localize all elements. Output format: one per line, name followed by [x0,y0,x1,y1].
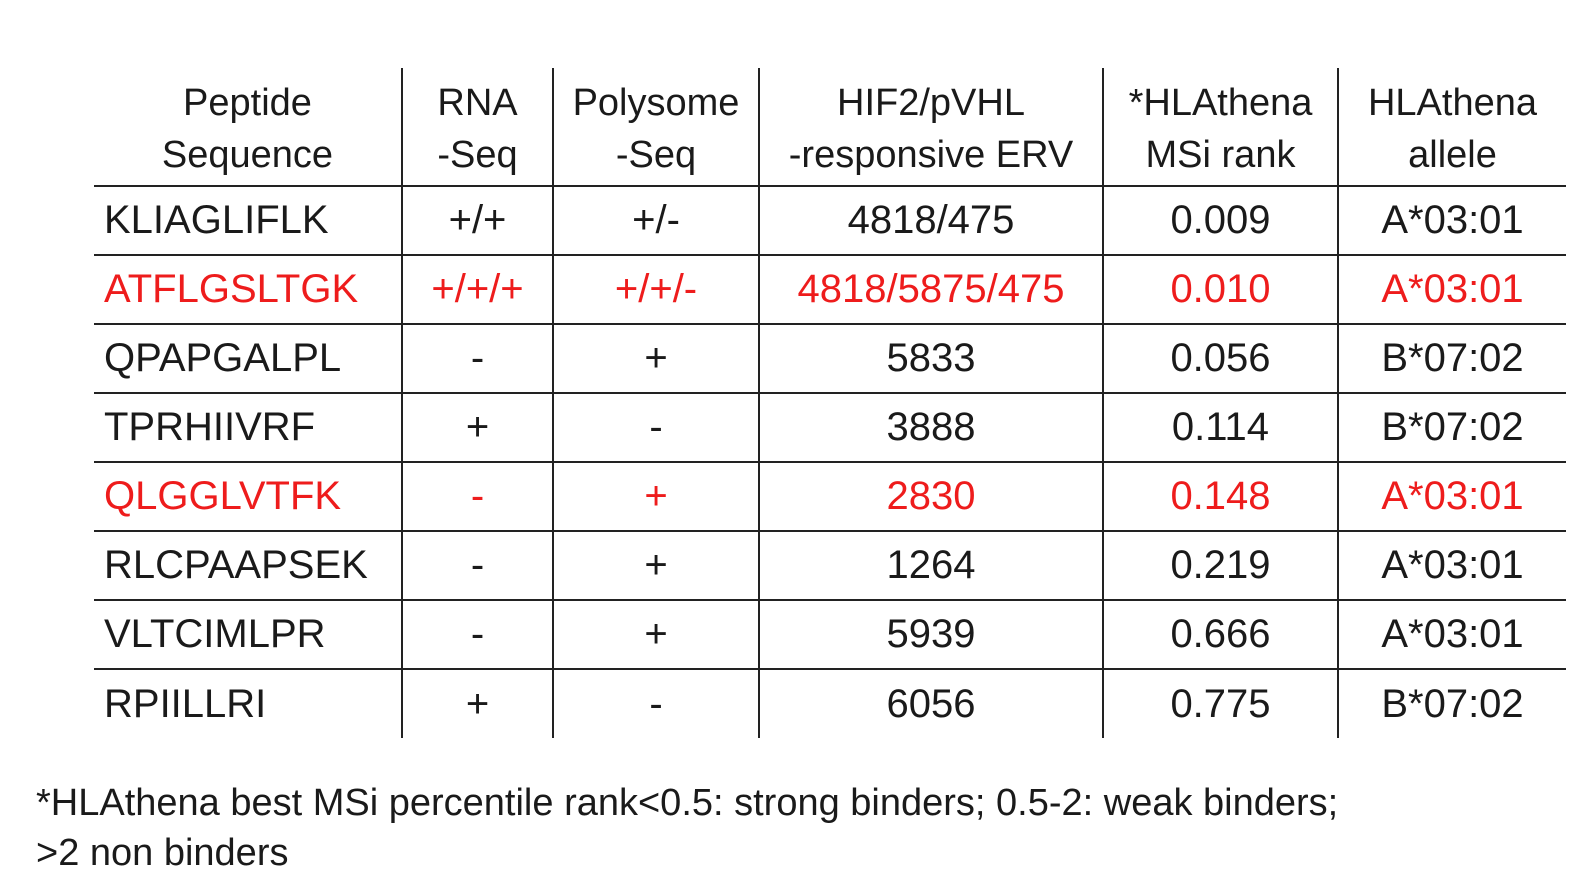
peptide-sequence-cell: TPRHIIVRF [94,393,402,463]
allele-cell: A*03:01 [1337,600,1566,670]
header-msi-rank: *HLAthena MSi rank [1102,68,1338,187]
peptide-sequence-cell: VLTCIMLPR [94,600,402,670]
rna-seq-cell: +/+ [401,186,553,256]
polysome-seq-cell: +/- [552,186,759,256]
header-line: Sequence [161,134,334,176]
allele-cell: A*03:01 [1337,255,1566,325]
footnote-line: *HLAthena best MSi percentile rank<0.5: … [36,782,1339,824]
msi-rank-cell: 0.056 [1102,324,1338,394]
footnote-line: >2 non binders [36,832,289,874]
rna-seq-cell: - [401,600,553,670]
erv-cell: 5833 [758,324,1103,394]
header-line: HIF2/pVHL [837,82,1025,124]
header-line: RNA [437,82,518,124]
rna-seq-cell: - [401,324,553,394]
polysome-seq-cell: - [552,669,759,738]
peptide-sequence-cell: RLCPAAPSEK [94,531,402,601]
header-allele: HLAthena allele [1337,68,1566,187]
header-polysome-seq: Polysome -Seq [552,68,759,187]
table-row: RLCPAAPSEK - +1264 0.219 A*03:01 [94,531,1566,601]
erv-cell: 5939 [758,600,1103,670]
table-row: KLIAGLIFLK +/+ +/- 4818/475 0.009 A*03:01 [94,186,1566,256]
msi-rank-cell: 0.009 [1102,186,1338,256]
header-line: allele [1408,134,1497,176]
allele-cell: B*07:02 [1337,324,1566,394]
header-line: -Seq [615,134,697,176]
peptide-sequence-cell: ATFLGSLTGK [94,255,402,325]
erv-cell: 3888 [758,393,1103,463]
polysome-seq-cell: + [552,600,759,670]
table-row: VLTCIMLPR - +5939 0.666 A*03:01 [94,600,1566,670]
table-row: RPIILLRI + -6056 0.775 B*07:02 [94,669,1566,738]
erv-cell: 2830 [758,462,1103,532]
msi-rank-cell: 0.148 [1102,462,1338,532]
erv-cell: 4818/5875/475 [758,255,1103,325]
msi-rank-cell: 0.666 [1102,600,1338,670]
rna-seq-cell: - [401,462,553,532]
rna-seq-cell: - [401,531,553,601]
erv-cell: 1264 [758,531,1103,601]
peptide-sequence-cell: RPIILLRI [104,681,267,726]
polysome-seq-cell: + [552,324,759,394]
header-line: -responsive ERV [788,134,1074,176]
erv-cell: 6056 [758,669,1103,738]
header-line: *HLAthena [1128,82,1313,124]
footnote: *HLAthena best MSi percentile rank<0.5: … [36,778,1576,878]
polysome-seq-cell: +/+/- [552,255,759,325]
header-row: Peptide Sequence RNA -Seq Polysome -Seq … [94,68,1566,187]
header-rna-seq: RNA -Seq [401,68,553,187]
allele-cell: A*03:01 [1337,462,1566,532]
header-line: HLAthena [1367,82,1537,124]
rna-seq-cell: + [401,669,553,738]
polysome-seq-cell: - [552,393,759,463]
msi-rank-cell: 0.010 [1102,255,1338,325]
msi-rank-cell: 0.775 [1102,669,1338,738]
table-body: KLIAGLIFLK +/+ +/- 4818/475 0.009 A*03:01 ATFL… [94,186,1566,738]
header-line: Peptide [183,82,312,124]
allele-cell: B*07:02 [1337,393,1566,463]
msi-rank-cell: 0.219 [1102,531,1338,601]
table-row: QLGGLVTFK - +2830 0.148 A*03:01 [94,462,1566,532]
allele-cell: A*03:01 [1337,531,1566,601]
allele-cell: B*07:02 [1337,669,1566,738]
table-row: ATFLGSLTGK +/+/+ +/+/- 4818/5875/475 0.010 A*… [94,255,1566,325]
rna-seq-cell: + [401,393,553,463]
header-line: Polysome [572,82,740,124]
msi-rank-cell: 0.114 [1102,393,1338,463]
erv-cell: 4818/475 [758,186,1103,256]
header-line: -Seq [437,134,518,176]
peptide-table: Peptide Sequence RNA -Seq Polysome -Seq … [94,68,1566,738]
polysome-seq-cell: + [552,531,759,601]
header-peptide-sequence: Peptide Sequence [94,68,402,187]
rna-seq-cell: +/+/+ [401,255,553,325]
table-row: TPRHIIVRF + -3888 0.114 B*07:02 [94,393,1566,463]
header-erv: HIF2/pVHL -responsive ERV [758,68,1103,187]
peptide-sequence-cell: QPAPGALPL [94,324,402,394]
allele-cell: A*03:01 [1337,186,1566,256]
peptide-sequence-cell: QLGGLVTFK [94,462,402,532]
polysome-seq-cell: + [552,462,759,532]
table-row: QPAPGALPL - +5833 0.056 B*07:02 [94,324,1566,394]
header-line: MSi rank [1145,134,1296,176]
peptide-sequence-cell: KLIAGLIFLK [94,186,402,256]
